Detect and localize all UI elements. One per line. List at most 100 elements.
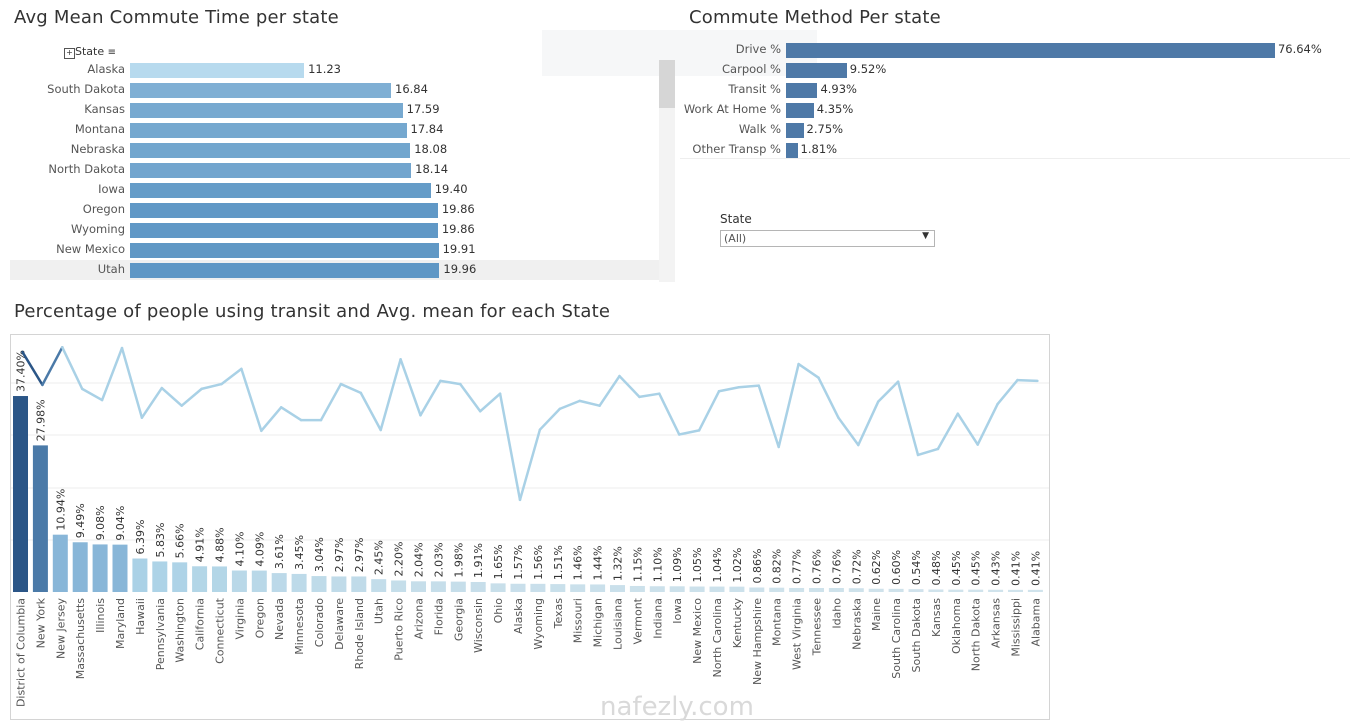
transit-bar	[769, 587, 785, 592]
transit-chart-svg: 37.40% District of Columbia 27.98% New York…	[11, 346, 1049, 707]
state-filter-label: State	[720, 212, 752, 226]
transit-value-label: 4.88%	[214, 527, 227, 562]
state-axis-label: Nebraska	[850, 598, 863, 650]
method-value: 4.35%	[816, 102, 854, 116]
state-axis-label: South Dakota	[910, 598, 923, 672]
transit-bar	[92, 544, 108, 592]
transit-value-label: 0.48%	[930, 551, 943, 586]
state-axis-label: Iowa	[671, 598, 684, 624]
method-value: 76.64%	[1277, 42, 1322, 56]
transit-value-label: 0.62%	[870, 550, 883, 585]
state-axis-label: Pennsylvania	[154, 598, 167, 670]
commute-time-line-segment	[916, 447, 940, 457]
state-label: Utah	[97, 262, 125, 276]
commute-time-value: 18.08	[414, 142, 448, 156]
transit-bar	[490, 583, 506, 592]
transit-value-label: 1.57%	[512, 545, 525, 580]
commute-time-line-segment	[498, 392, 522, 502]
state-axis-label: Alaska	[512, 598, 525, 634]
dropdown-arrow-icon[interactable]: ▼	[922, 231, 929, 241]
transit-value-label: 3.61%	[273, 534, 286, 569]
commute-time-value: 11.23	[308, 62, 341, 76]
scrollbar[interactable]	[659, 60, 675, 282]
method-bar	[786, 123, 804, 138]
commute-time-line-segment	[578, 399, 601, 407]
commute-time-line-segment	[200, 382, 223, 391]
transit-value-label: 0.72%	[850, 549, 863, 584]
method-bar	[786, 63, 847, 78]
state-axis-label: Louisiana	[612, 598, 625, 650]
transit-bar	[809, 588, 824, 592]
method-bar	[786, 83, 818, 98]
method-label: Other Transp %	[692, 142, 781, 156]
transit-bar	[450, 581, 466, 592]
state-axis-label: North Carolina	[711, 598, 724, 678]
commute-time-line-segment	[658, 392, 681, 436]
commute-time-bar	[130, 203, 438, 218]
state-filter-dropdown[interactable]: (All) ▼	[720, 230, 935, 247]
transit-bar	[988, 589, 1004, 592]
method-label: Transit %	[728, 82, 781, 96]
commute-time-line-segment	[240, 367, 263, 433]
commute-time-bar	[130, 263, 440, 278]
commute-time-line-segment	[837, 416, 860, 447]
transit-bar	[1027, 589, 1043, 592]
method-bar	[786, 103, 814, 118]
commute-time-value: 17.59	[406, 102, 440, 116]
expand-icon[interactable]: +	[64, 48, 75, 59]
commute-time-line-segment	[956, 412, 979, 446]
transit-bar	[848, 588, 864, 592]
sort-icon[interactable]: ≡	[107, 47, 117, 58]
state-filter-value: (All)	[724, 232, 747, 245]
transit-bar	[351, 576, 367, 592]
state-axis-label: New York	[34, 597, 47, 648]
state-axis-label: Utah	[373, 598, 386, 624]
transit-value-label: 9.49%	[74, 503, 87, 538]
commute-time-line-segment	[996, 378, 1019, 406]
state-axis-label: Texas	[552, 598, 565, 630]
transit-bar	[1008, 589, 1023, 592]
transit-value-label: 0.41%	[1010, 551, 1023, 586]
transit-bar	[311, 576, 327, 592]
transit-value-label: 1.98%	[452, 543, 465, 578]
transit-bar	[152, 561, 168, 592]
transit-value-label: 1.46%	[572, 545, 585, 580]
commute-time-line-segment	[936, 412, 960, 451]
transit-bar	[590, 584, 606, 592]
commute-time-line-segment	[21, 350, 44, 387]
transit-bar	[649, 586, 665, 592]
transit-value-label: 1.56%	[532, 545, 545, 580]
commute-time-line-segment	[1016, 378, 1039, 383]
method-label: Walk %	[738, 122, 781, 136]
transit-value-label: 9.08%	[94, 505, 107, 540]
commute-method-title: Commute Method Per state	[689, 7, 941, 28]
commute-time-line-segment	[478, 392, 502, 413]
transit-value-label: 5.66%	[174, 523, 187, 558]
transit-bar	[908, 589, 924, 592]
transit-bar	[968, 589, 984, 592]
state-axis-label: Minnesota	[293, 598, 306, 655]
transit-bar	[291, 573, 307, 592]
commute-time-bar	[130, 123, 407, 138]
scrollbar-thumb[interactable]	[659, 60, 675, 108]
method-value: 4.93%	[820, 82, 857, 96]
state-column-header[interactable]: + State ≡	[64, 45, 116, 59]
commute-time-bar	[130, 223, 438, 238]
floating-toolbar	[542, 30, 817, 76]
commute-time-line-segment	[439, 379, 462, 386]
commute-time-line-segment	[677, 429, 701, 436]
commute-time-line-segment	[697, 390, 721, 432]
commute-time-line-segment	[598, 374, 621, 407]
commute-time-value: 19.86	[441, 202, 475, 216]
commute-time-line-segment	[876, 380, 900, 403]
commute-time-line-segment	[857, 400, 880, 447]
transit-value-label: 10.94%	[54, 489, 67, 531]
state-label: South Dakota	[47, 82, 125, 96]
commute-time-value: 19.86	[441, 222, 475, 236]
commute-time-line-segment	[717, 386, 741, 393]
transit-value-label: 1.65%	[492, 544, 505, 579]
state-label: North Dakota	[48, 162, 125, 176]
transit-value-label: 0.54%	[910, 550, 923, 585]
transit-value-label: 6.39%	[134, 520, 147, 555]
transit-value-label: 2.97%	[353, 537, 366, 572]
